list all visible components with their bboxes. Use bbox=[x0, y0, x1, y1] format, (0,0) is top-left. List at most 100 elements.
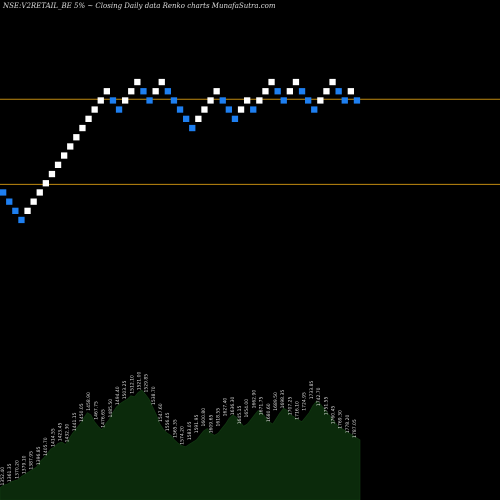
volume-label: 1671.75 bbox=[259, 396, 265, 415]
volume-label: 1591.95 bbox=[194, 415, 200, 434]
volume-label: 1769.30 bbox=[338, 410, 344, 429]
volume-label: 1512.10 bbox=[129, 375, 135, 394]
volume-label: 1441.15 bbox=[72, 412, 78, 431]
renko-brick-up bbox=[262, 88, 269, 95]
volume-label: 1574.20 bbox=[180, 426, 186, 445]
renko-brick-down bbox=[231, 115, 239, 122]
renko-brick-down bbox=[164, 88, 171, 95]
volume-label: 1724.95 bbox=[302, 392, 308, 411]
volume-label: 1423.45 bbox=[58, 423, 64, 442]
volume-label: 1503.25 bbox=[122, 381, 128, 400]
renko-brick-down bbox=[6, 198, 13, 205]
volume-label: 1547.60 bbox=[158, 403, 164, 422]
renko-brick-up bbox=[97, 97, 104, 104]
renko-brick-up bbox=[48, 170, 56, 178]
volume-label: 1600.80 bbox=[201, 408, 207, 427]
volume-label: 1529.85 bbox=[144, 374, 150, 393]
volume-label: 1645.15 bbox=[237, 406, 243, 425]
renko-brick-down bbox=[280, 97, 287, 104]
renko-brick-down bbox=[274, 88, 281, 95]
volume-label: 1627.40 bbox=[223, 398, 229, 417]
volume-label: 1485.50 bbox=[108, 399, 114, 418]
volume-label: 1352.40 bbox=[0, 467, 6, 486]
renko-brick-up bbox=[54, 161, 62, 168]
volume-label: 1556.45 bbox=[165, 412, 171, 431]
volume-label: 1396.85 bbox=[36, 446, 42, 465]
renko-brick-down bbox=[176, 106, 184, 113]
renko-brick-down bbox=[115, 106, 123, 113]
volume-label: 1379.10 bbox=[22, 455, 28, 474]
renko-brick-down bbox=[225, 106, 232, 113]
volume-label: 1476.65 bbox=[101, 409, 107, 428]
renko-brick-up bbox=[201, 106, 208, 113]
volume-label: 1742.70 bbox=[316, 387, 322, 406]
renko-brick-up bbox=[91, 106, 98, 113]
volume-label: 1467.75 bbox=[93, 401, 99, 420]
renko-brick-down bbox=[353, 97, 361, 104]
renko-brick-up bbox=[158, 78, 165, 86]
renko-brick-down bbox=[311, 106, 318, 113]
renko-brick-up bbox=[79, 124, 86, 132]
renko-brick-down bbox=[170, 97, 178, 104]
renko-brick-up bbox=[103, 88, 110, 95]
volume-label: 1680.60 bbox=[266, 403, 272, 422]
renko-brick-up bbox=[244, 97, 251, 104]
volume-label: 1494.40 bbox=[115, 386, 121, 405]
volume-label: 1370.20 bbox=[14, 460, 20, 479]
volume-area bbox=[0, 389, 361, 500]
renko-brick-up bbox=[85, 115, 92, 122]
renko-brick-up bbox=[195, 115, 202, 122]
volume-label: 1450.05 bbox=[79, 403, 85, 422]
volume-label: 1778.20 bbox=[345, 415, 351, 434]
volume-label: 1760.45 bbox=[330, 406, 336, 425]
volume-label: 1361.35 bbox=[7, 463, 13, 482]
volume-label: 1636.30 bbox=[230, 396, 236, 415]
volume-label: 1698.35 bbox=[280, 390, 286, 409]
renko-brick-down bbox=[298, 88, 306, 95]
volume-label: 1414.55 bbox=[50, 428, 56, 447]
renko-brick-up bbox=[152, 88, 159, 95]
renko-brick-up bbox=[256, 97, 263, 104]
volume-label: 1654.00 bbox=[244, 399, 250, 418]
volume-label: 1538.70 bbox=[151, 386, 157, 405]
renko-brick-down bbox=[140, 88, 147, 95]
renko-brick-down bbox=[335, 88, 342, 95]
renko-brick-up bbox=[213, 88, 220, 95]
volume-label: 1662.90 bbox=[251, 390, 257, 409]
renko-brick-up bbox=[317, 97, 324, 104]
renko-brick-up bbox=[122, 97, 129, 104]
volume-label: 1565.35 bbox=[172, 419, 178, 438]
renko-brick-down bbox=[341, 97, 348, 104]
renko-brick-down bbox=[146, 97, 153, 104]
volume-label: 1387.95 bbox=[29, 451, 35, 470]
renko-brick-up bbox=[323, 88, 330, 95]
renko-brick-down bbox=[12, 207, 19, 214]
volume-label: 1405.70 bbox=[43, 437, 49, 456]
volume-label: 1689.50 bbox=[273, 392, 279, 411]
renko-brick-down bbox=[18, 216, 25, 224]
volume-label: 1733.85 bbox=[309, 381, 315, 400]
renko-brick-down bbox=[219, 97, 226, 104]
renko-brick-down bbox=[250, 106, 257, 113]
volume-label: 1707.25 bbox=[287, 396, 293, 415]
volume-label: 1609.65 bbox=[208, 415, 214, 434]
renko-brick-up bbox=[207, 97, 214, 104]
renko-brick-down bbox=[109, 97, 117, 104]
volume-label: 1716.10 bbox=[295, 401, 301, 420]
volume-label: 1583.05 bbox=[187, 421, 193, 440]
renko-brick-up bbox=[24, 207, 31, 214]
chart-title: NSE:V2RETAIL_BE 5% ~ Closing Daily data … bbox=[3, 2, 276, 10]
renko-brick-down bbox=[0, 189, 7, 196]
renko-brick-up bbox=[67, 143, 74, 150]
renko-brick-up bbox=[30, 198, 37, 205]
volume-label: 1521.00 bbox=[137, 372, 143, 391]
volume-label: 1787.05 bbox=[352, 419, 358, 438]
renko-brick-up bbox=[134, 78, 141, 86]
volume-label: 1751.55 bbox=[323, 396, 329, 415]
volume-label: 1618.55 bbox=[216, 408, 222, 427]
renko-brick-up bbox=[128, 88, 135, 95]
renko-brick-down bbox=[183, 115, 190, 122]
renko-brick-down bbox=[189, 124, 196, 132]
renko-brick-up bbox=[268, 78, 275, 86]
